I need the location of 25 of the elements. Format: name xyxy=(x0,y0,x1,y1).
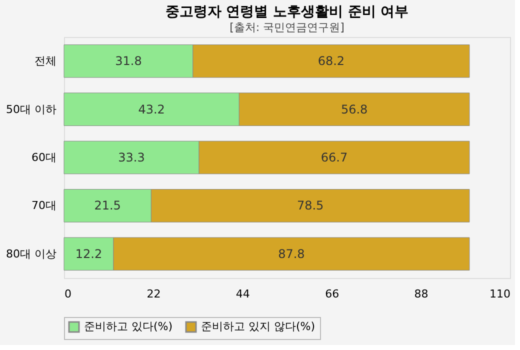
x-tick-label: 22 xyxy=(146,288,161,300)
data-label: 21.5 xyxy=(94,198,121,213)
chart-title: 중고령자 연령별 노후생활비 준비 여부 xyxy=(165,4,409,20)
y-tick-label: 70대 xyxy=(32,199,56,212)
data-label: 68.2 xyxy=(318,54,345,68)
data-label: 33.3 xyxy=(118,150,145,164)
x-tick-label: 66 xyxy=(325,288,340,300)
y-tick-label: 80대 이상 xyxy=(6,247,56,260)
data-label: 87.8 xyxy=(278,246,305,261)
data-label: 31.8 xyxy=(115,54,142,68)
data-label: 66.7 xyxy=(320,150,348,164)
legend-label: 준비하고 있다(%) xyxy=(84,320,173,333)
data-label: 43.2 xyxy=(138,102,165,116)
chart-subtitle: [출처: 국민연금연구원] xyxy=(230,21,344,34)
y-tick-label: 50대 이하 xyxy=(6,102,56,116)
data-label: 56.8 xyxy=(340,102,368,116)
data-label: 78.5 xyxy=(296,198,324,213)
y-tick-label: 60대 xyxy=(32,151,56,164)
x-tick-label: 110 xyxy=(490,288,510,300)
data-label: 12.2 xyxy=(75,246,102,261)
x-tick-label: 88 xyxy=(414,288,428,300)
y-tick-label: 전체 xyxy=(34,54,56,68)
x-tick-label: 0 xyxy=(64,288,72,300)
legend-label: 준비하고 있지 않다(%) xyxy=(201,320,316,333)
x-tick-label: 44 xyxy=(236,288,250,300)
